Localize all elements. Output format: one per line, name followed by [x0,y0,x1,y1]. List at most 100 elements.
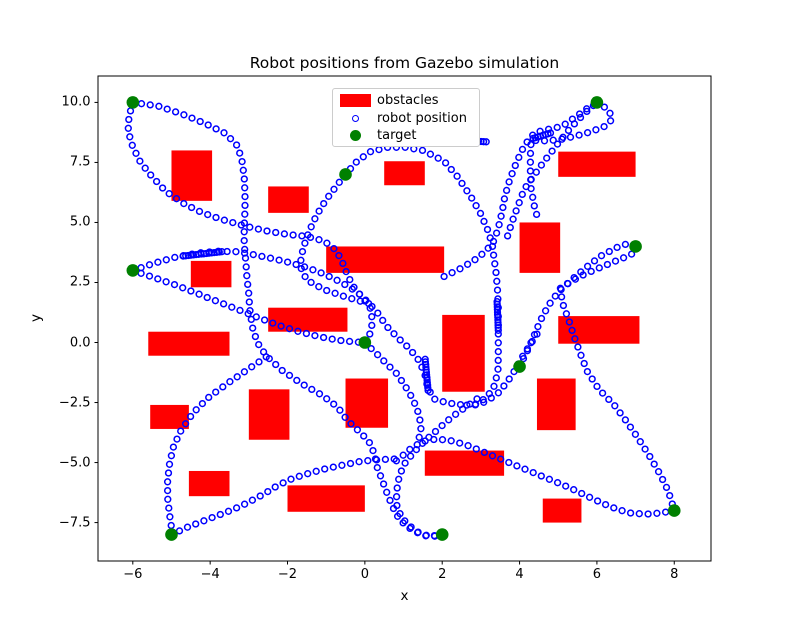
robot-position-marker [598,389,607,397]
robot-position-marker [145,272,154,280]
robot-position-marker [574,343,582,351]
robot-position-marker [177,427,185,435]
target-marker [126,264,140,277]
robot-position-marker [379,480,388,488]
obstacle-rect [558,151,636,177]
robot-position-marker [494,339,502,347]
robot-position-marker [339,259,347,268]
robot-position-marker [390,455,398,463]
robot-position-marker [243,272,251,280]
robot-position-marker [211,297,220,305]
robot-position-marker [431,427,440,436]
robot-position-marker [592,126,600,134]
robot-position-marker [262,353,270,361]
robot-position-marker [125,115,133,124]
robot-position-marker [325,272,333,281]
robot-position-marker [494,326,502,334]
robot-position-marker [515,153,523,162]
robot-position-marker [495,221,503,229]
robot-position-marker [359,153,367,161]
robot-position-marker [451,410,460,418]
robot-position-marker [397,467,406,475]
robot-position-marker [414,528,422,536]
robot-position-marker [527,140,535,149]
robot-position-marker [431,395,439,403]
robot-position-marker [390,330,398,338]
robot-position-marker [245,289,253,297]
robot-position-marker [494,365,502,373]
obstacle-rect [542,498,582,523]
robot-position-marker [610,504,618,512]
robot-position-marker [434,154,442,162]
robot-position-marker [606,109,614,117]
robot-position-marker [297,256,305,264]
robot-position-marker [339,292,348,300]
target-marker [513,360,526,373]
robot-position-marker [393,501,401,510]
robot-position-marker [158,184,167,192]
robot-position-marker [526,149,535,158]
robot-position-marker [407,523,415,531]
robot-position-marker [126,133,134,141]
robot-position-marker [626,423,635,431]
robot-position-marker [564,126,573,135]
robot-position-marker [260,316,269,324]
robot-position-marker [644,510,652,518]
robot-position-marker [248,363,256,371]
robot-position-marker [321,465,329,473]
robot-position-marker [585,493,594,501]
robot-position-marker [287,475,295,483]
robot-position-marker [626,509,635,517]
robot-position-marker [402,384,410,392]
robot-position-marker [283,258,292,266]
robot-position-marker [425,433,433,441]
robot-position-marker [146,101,154,109]
robot-position-marker [636,438,644,446]
obstacle-rect [248,389,290,440]
robot-position-marker [186,412,195,421]
robot-position-marker [330,400,338,408]
robot-position-marker [317,269,325,277]
robot-position-marker [397,376,406,385]
robot-position-marker [386,496,394,505]
robot-position-marker [245,298,253,306]
robot-position-marker [593,497,602,505]
robot-position-marker [570,486,578,494]
robot-position-marker [559,133,567,141]
obstacle-rect [171,150,213,201]
legend-item-target: target [333,127,479,145]
robot-position-marker [532,168,540,176]
robot-position-marker [575,110,584,118]
robot-position-marker [562,310,571,318]
robot-position-marker [350,283,358,291]
robot-position-marker [519,352,527,360]
robot-position-marker [137,100,146,108]
robot-position-marker [497,455,505,463]
robot-position-marker [490,382,498,390]
robot-position-marker [366,330,374,338]
robot-position-marker [298,247,307,256]
robot-position-marker [595,264,603,272]
robot-position-marker [551,292,559,300]
robot-position-marker [311,215,319,223]
robot-position-marker [355,290,364,298]
robot-position-marker [220,216,229,224]
robot-position-marker [579,271,587,279]
robot-position-marker [492,374,500,382]
robot-position-marker [653,509,661,517]
robot-position-marker [302,329,311,338]
robot-position-marker [661,508,670,516]
robot-position-marker [571,275,580,283]
robot-position-marker [352,158,360,166]
robot-position-marker [240,175,248,183]
robot-position-marker [515,199,523,207]
robot-position-marker [309,266,317,274]
robot-position-marker [613,243,621,252]
robot-position-marker [621,416,630,424]
robot-position-marker [559,301,568,310]
robot-position-marker [336,406,344,414]
robot-position-marker [220,129,228,137]
robot-position-marker [315,283,323,291]
robot-position-marker [439,398,447,406]
obstacle-rect [384,161,425,186]
